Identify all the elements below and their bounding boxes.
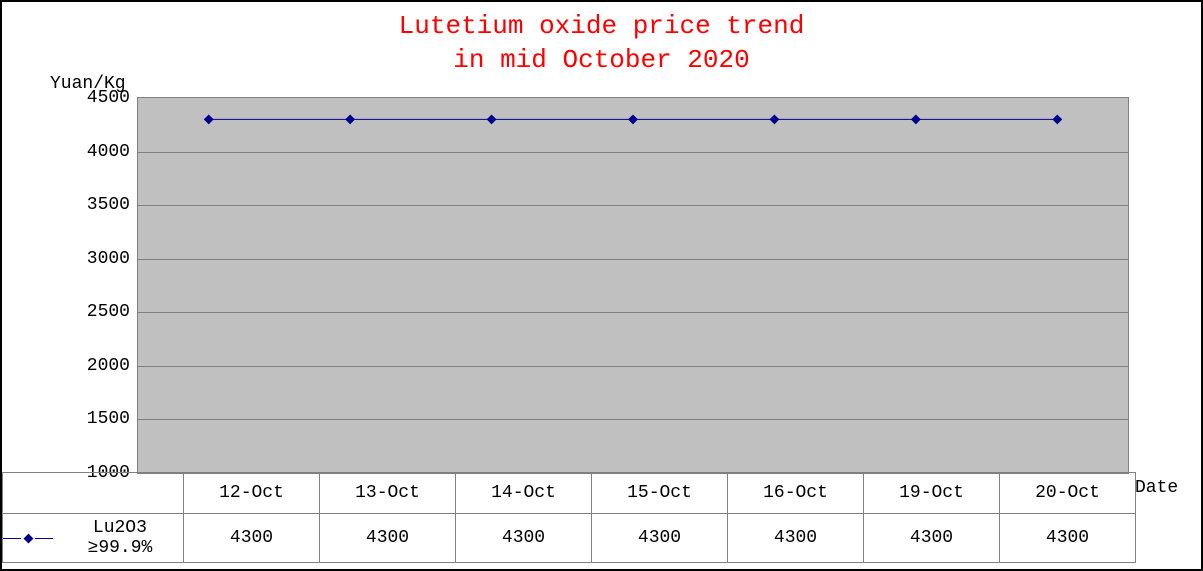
title-line-2: in mid October 2020	[453, 45, 749, 75]
data-table: 12-Oct13-Oct14-Oct15-Oct16-Oct19-Oct20-O…	[2, 472, 1136, 563]
chart-title: Lutetium oxide price trend in mid Octobe…	[2, 10, 1201, 78]
category-cell: 20-Oct	[1000, 473, 1136, 514]
title-line-1: Lutetium oxide price trend	[399, 11, 805, 41]
gridline	[138, 366, 1128, 367]
line-series	[138, 98, 1128, 473]
value-cell: 4300	[184, 514, 320, 563]
category-cell: 14-Oct	[456, 473, 592, 514]
y-tick-label: 3500	[87, 195, 130, 215]
legend-label: Lu2O3 ≥99.9%	[57, 518, 183, 558]
y-tick-label: 4500	[87, 88, 130, 108]
gridline	[138, 419, 1128, 420]
legend-cell: Lu2O3 ≥99.9%	[3, 514, 184, 563]
category-cell: 16-Oct	[728, 473, 864, 514]
y-tick-label: 2500	[87, 302, 130, 322]
value-cell: 4300	[1000, 514, 1136, 563]
chart-container: Lutetium oxide price trend in mid Octobe…	[0, 0, 1203, 571]
gridline	[138, 152, 1128, 153]
y-tick-label: 3000	[87, 249, 130, 269]
value-cell: 4300	[592, 514, 728, 563]
plot-area: 10001500200025003000350040004500	[137, 97, 1129, 474]
value-cell: 4300	[320, 514, 456, 563]
gridline	[138, 259, 1128, 260]
value-cell: 4300	[456, 514, 592, 563]
category-row: 12-Oct13-Oct14-Oct15-Oct16-Oct19-Oct20-O…	[3, 473, 1136, 514]
category-cell: 15-Oct	[592, 473, 728, 514]
empty-cell	[3, 473, 184, 514]
value-cell: 4300	[728, 514, 864, 563]
gridline	[138, 312, 1128, 313]
category-cell: 12-Oct	[184, 473, 320, 514]
y-tick-label: 2000	[87, 356, 130, 376]
x-axis-label: Date	[1135, 478, 1178, 498]
value-cell: 4300	[864, 514, 1000, 563]
y-tick-label: 1500	[87, 409, 130, 429]
value-row: Lu2O3 ≥99.9%4300430043004300430043004300	[3, 514, 1136, 563]
y-tick-label: 4000	[87, 142, 130, 162]
category-cell: 13-Oct	[320, 473, 456, 514]
gridline	[138, 205, 1128, 206]
category-cell: 19-Oct	[864, 473, 1000, 514]
